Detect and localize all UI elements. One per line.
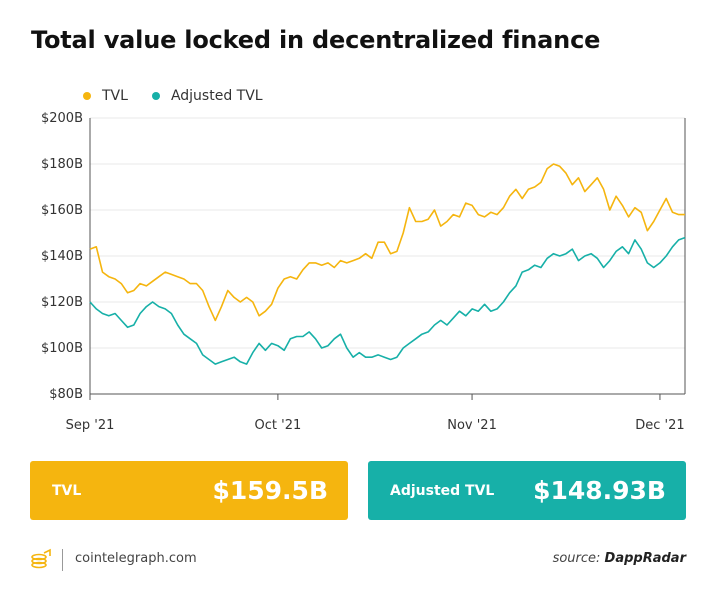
legend-dot-adjusted-tvl (151, 92, 160, 100)
chart-title: Total value locked in decentralized fina… (31, 26, 601, 54)
footer-divider (62, 549, 63, 571)
adjusted-tvl-card-label: Adjusted TVL (390, 482, 495, 499)
y-tick-label: $200B (41, 111, 83, 126)
tvl-card-value: $159.5B (212, 476, 328, 505)
legend-item-tvl: TVL (83, 88, 128, 104)
y-tick-label: $140B (41, 249, 83, 264)
tvl-card-label: TVL (52, 482, 82, 499)
chart-legend: TVL Adjusted TVL (83, 86, 287, 106)
series-line-adjusted-tvl (89, 236, 686, 365)
footer-source: source: DappRadar (553, 551, 686, 566)
x-tick-label: Sep '21 (66, 418, 115, 433)
footer-site[interactable]: cointelegraph.com (75, 551, 197, 566)
legend-label-adjusted-tvl: Adjusted TVL (170, 88, 263, 104)
y-tick-label: $160B (41, 203, 83, 218)
legend-dot-tvl (83, 92, 91, 100)
series-line-tvl (89, 163, 685, 322)
source-name: DappRadar (604, 551, 686, 566)
tvl-value-card: TVL $159.5B (30, 461, 348, 520)
source-prefix: source: (552, 551, 605, 566)
legend-label-tvl: TVL (102, 88, 128, 104)
y-tick-label: $100B (41, 341, 83, 356)
x-tick-label: Dec '21 (635, 418, 684, 433)
cointelegraph-logo-icon (30, 548, 52, 576)
y-tick-label: $120B (41, 295, 83, 310)
y-tick-label: $80B (49, 387, 83, 402)
x-tick-label: Oct '21 (255, 418, 302, 433)
x-tick-label: Nov '21 (447, 418, 497, 433)
y-tick-label: $180B (41, 157, 83, 172)
adjusted-tvl-value-card: Adjusted TVL $148.93B (368, 461, 686, 520)
line-chart: $80B $100B $120B $140B $160B $180B $200B Sep '2… (41, 111, 686, 433)
legend-item-adjusted-tvl: Adjusted TVL (151, 88, 263, 104)
adjusted-tvl-card-value: $148.93B (533, 476, 666, 505)
